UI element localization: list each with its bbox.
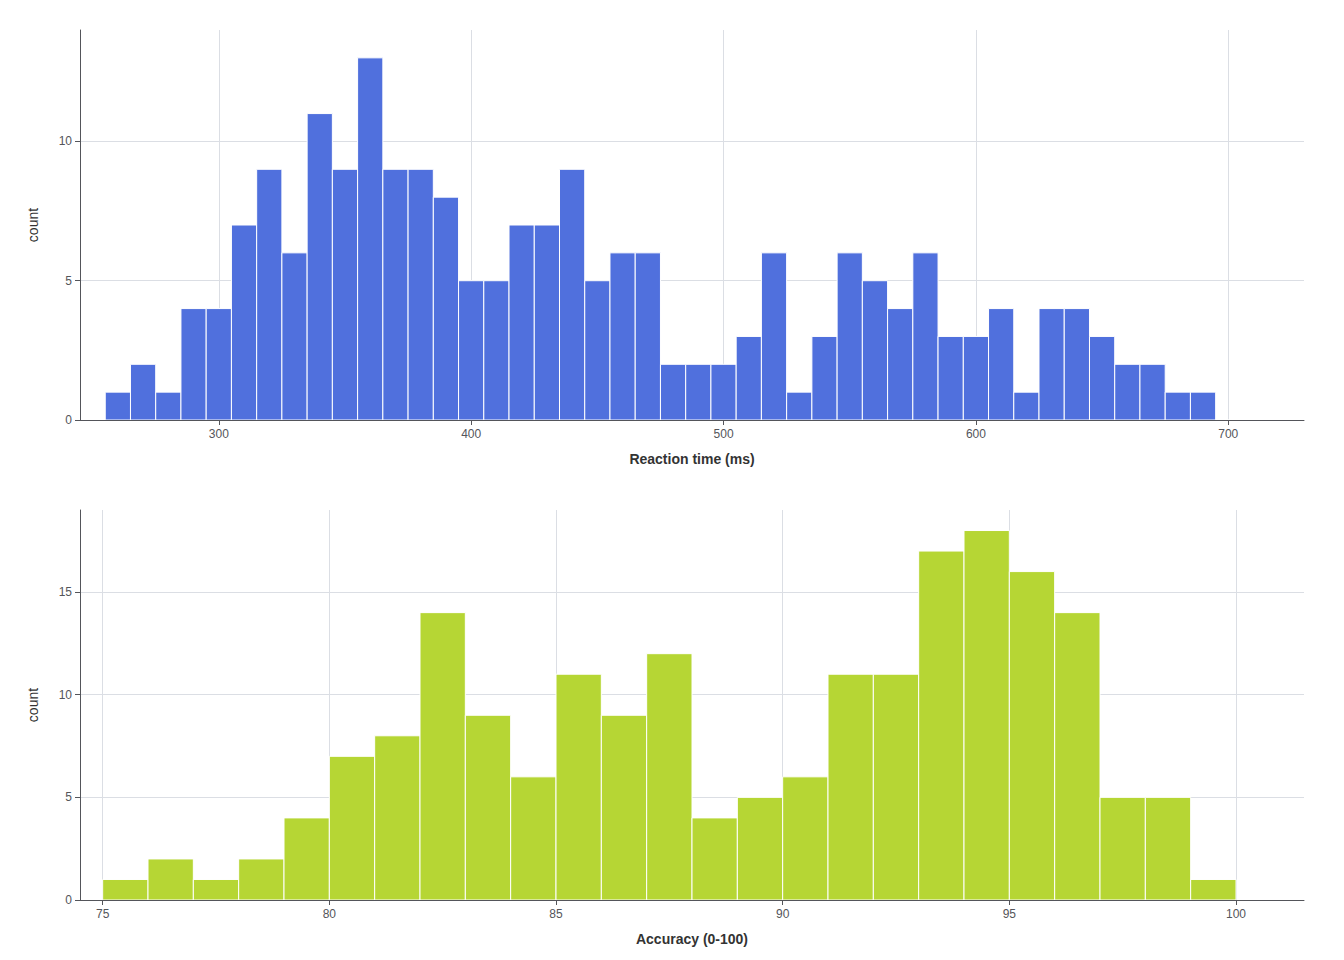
svg-text:10: 10 bbox=[59, 134, 73, 148]
svg-text:0: 0 bbox=[65, 893, 72, 907]
svg-text:500: 500 bbox=[714, 427, 734, 441]
svg-text:85: 85 bbox=[549, 907, 563, 921]
svg-text:80: 80 bbox=[323, 907, 337, 921]
svg-text:0: 0 bbox=[65, 413, 72, 427]
svg-text:95: 95 bbox=[1003, 907, 1017, 921]
svg-text:5: 5 bbox=[65, 274, 72, 288]
svg-text:400: 400 bbox=[461, 427, 481, 441]
svg-text:count: count bbox=[25, 688, 41, 722]
svg-text:Reaction time (ms): Reaction time (ms) bbox=[629, 451, 754, 467]
svg-text:700: 700 bbox=[1218, 427, 1238, 441]
svg-text:75: 75 bbox=[96, 907, 110, 921]
svg-text:5: 5 bbox=[65, 790, 72, 804]
svg-text:600: 600 bbox=[966, 427, 986, 441]
svg-text:15: 15 bbox=[59, 585, 73, 599]
svg-text:10: 10 bbox=[59, 688, 73, 702]
svg-text:Accuracy (0-100): Accuracy (0-100) bbox=[636, 931, 748, 947]
svg-text:100: 100 bbox=[1226, 907, 1246, 921]
svg-text:count: count bbox=[25, 208, 41, 242]
svg-text:90: 90 bbox=[776, 907, 790, 921]
svg-text:300: 300 bbox=[209, 427, 229, 441]
